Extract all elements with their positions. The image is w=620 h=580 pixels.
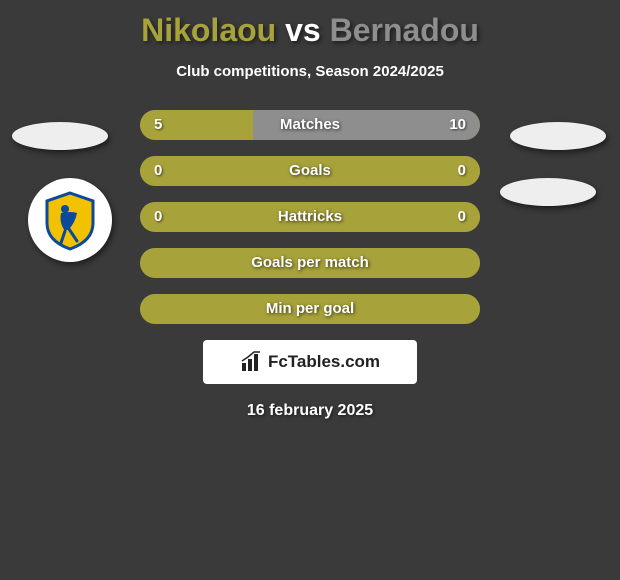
player-pill-right-2 [500, 178, 596, 206]
brand-text: FcTables.com [268, 352, 380, 372]
stat-label: Goals per match [140, 248, 480, 278]
player-pill-left [12, 122, 108, 150]
brand-chart-icon [240, 351, 262, 373]
stat-row-matches: 510Matches [140, 110, 480, 140]
date-text: 16 february 2025 [0, 402, 620, 420]
stat-label: Min per goal [140, 294, 480, 324]
club-badge [28, 178, 112, 262]
brand-box: FcTables.com [203, 340, 417, 384]
stat-label: Goals [140, 156, 480, 186]
stat-label: Hattricks [140, 202, 480, 232]
stats-container: 510Matches 00Goals 00Hattricks Goals per ma… [140, 110, 480, 324]
page-title: Nikolaou vs Bernadou [0, 0, 620, 49]
club-badge-icon [39, 189, 101, 251]
title-vs: vs [285, 12, 321, 48]
subtitle: Club competitions, Season 2024/2025 [0, 63, 620, 80]
title-player1: Nikolaou [141, 12, 276, 48]
stat-label: Matches [140, 110, 480, 140]
player-pill-right-1 [510, 122, 606, 150]
stat-row-goals-per-match: Goals per match [140, 248, 480, 278]
stat-row-goals: 00Goals [140, 156, 480, 186]
stat-row-min-per-goal: Min per goal [140, 294, 480, 324]
stat-row-hattricks: 00Hattricks [140, 202, 480, 232]
title-player2: Bernadou [330, 12, 479, 48]
